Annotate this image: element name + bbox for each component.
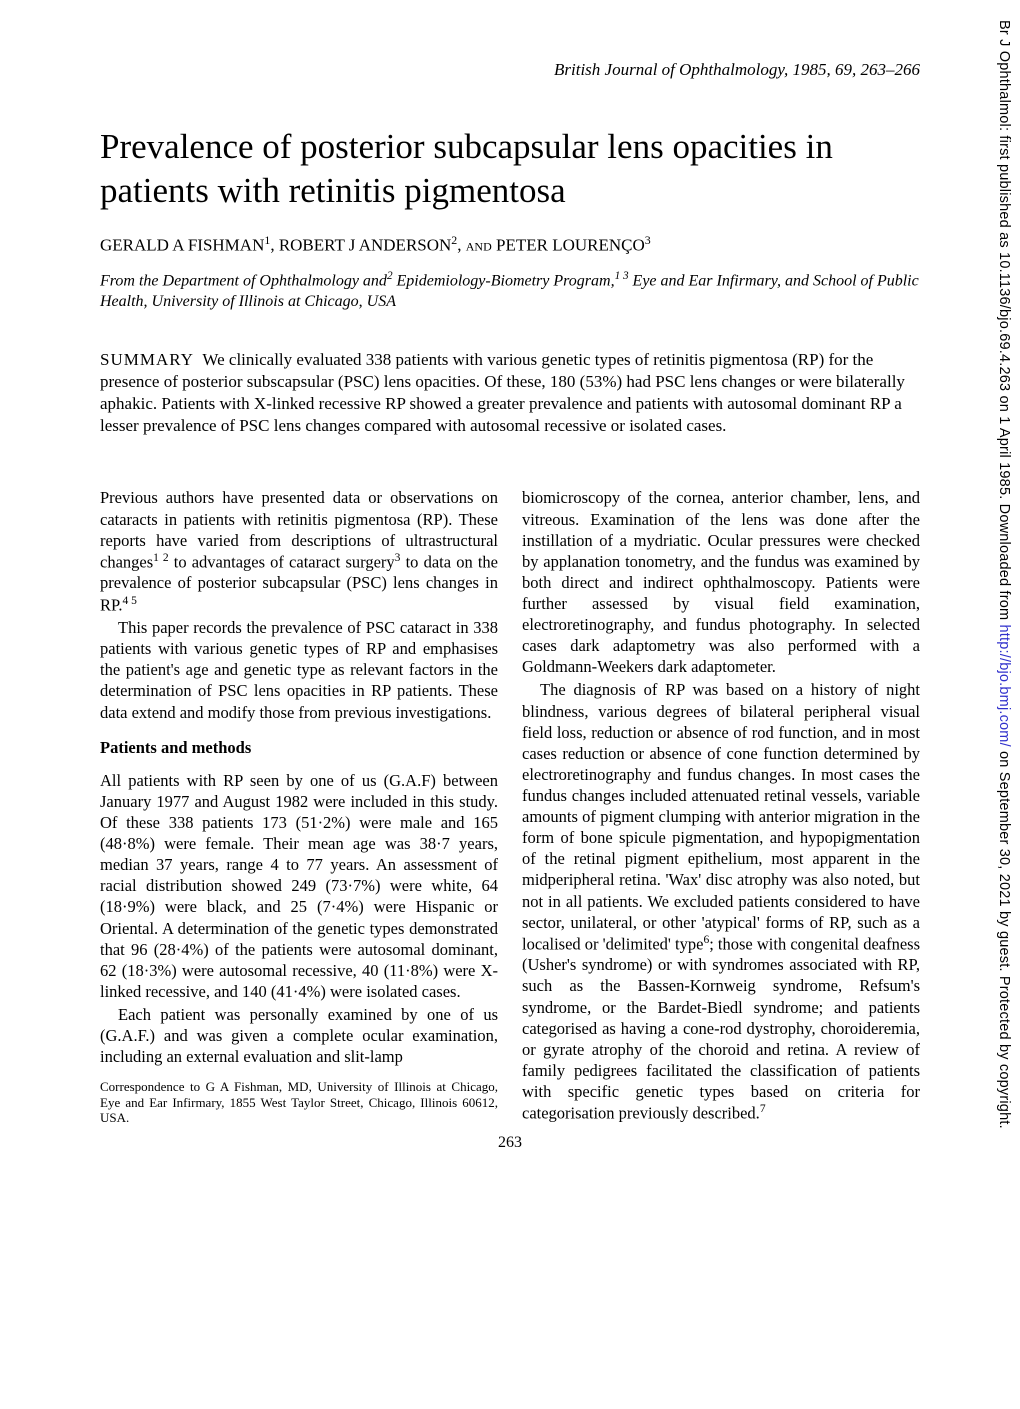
sidebar-suffix: on September 30, 2021 by guest. Protecte…: [996, 747, 1012, 1129]
download-sidebar: Br J Ophthalmol: first published as 10.1…: [992, 20, 1012, 1400]
intro-para-1: Previous authors have presented data or …: [100, 487, 498, 615]
summary: SUMMARY We clinically evaluated 338 pati…: [100, 349, 920, 437]
left-column: Previous authors have presented data or …: [100, 487, 498, 1126]
journal-header: British Journal of Ophthalmology, 1985, …: [100, 60, 920, 80]
affiliation: From the Department of Ophthalmology and…: [100, 269, 920, 313]
sidebar-link[interactable]: http://bjo.bmj.com/: [996, 625, 1012, 747]
body-columns: Previous authors have presented data or …: [100, 487, 920, 1126]
methods-para-2: Each patient was personally examined by …: [100, 1004, 498, 1067]
sidebar-prefix: Br J Ophthalmol: first published as 10.1…: [996, 20, 1012, 625]
intro-para-2: This paper records the prevalence of PSC…: [100, 617, 498, 723]
methods-para-4: The diagnosis of RP was based on a histo…: [522, 679, 920, 1123]
article-title: Prevalence of posterior subcapsular lens…: [100, 125, 920, 213]
methods-para-3: biomicroscopy of the cornea, anterior ch…: [522, 487, 920, 677]
page-number: 263: [100, 1134, 920, 1152]
methods-para-1: All patients with RP seen by one of us (…: [100, 770, 498, 1002]
correspondence: Correspondence to G A Fishman, MD, Unive…: [100, 1079, 498, 1126]
section-heading-patients-methods: Patients and methods: [100, 737, 498, 758]
right-column: biomicroscopy of the cornea, anterior ch…: [522, 487, 920, 1126]
summary-label: SUMMARY: [100, 350, 194, 369]
authors: GERALD A FISHMAN1, ROBERT J ANDERSON2, a…: [100, 233, 920, 256]
summary-text: We clinically evaluated 338 patients wit…: [100, 350, 905, 435]
